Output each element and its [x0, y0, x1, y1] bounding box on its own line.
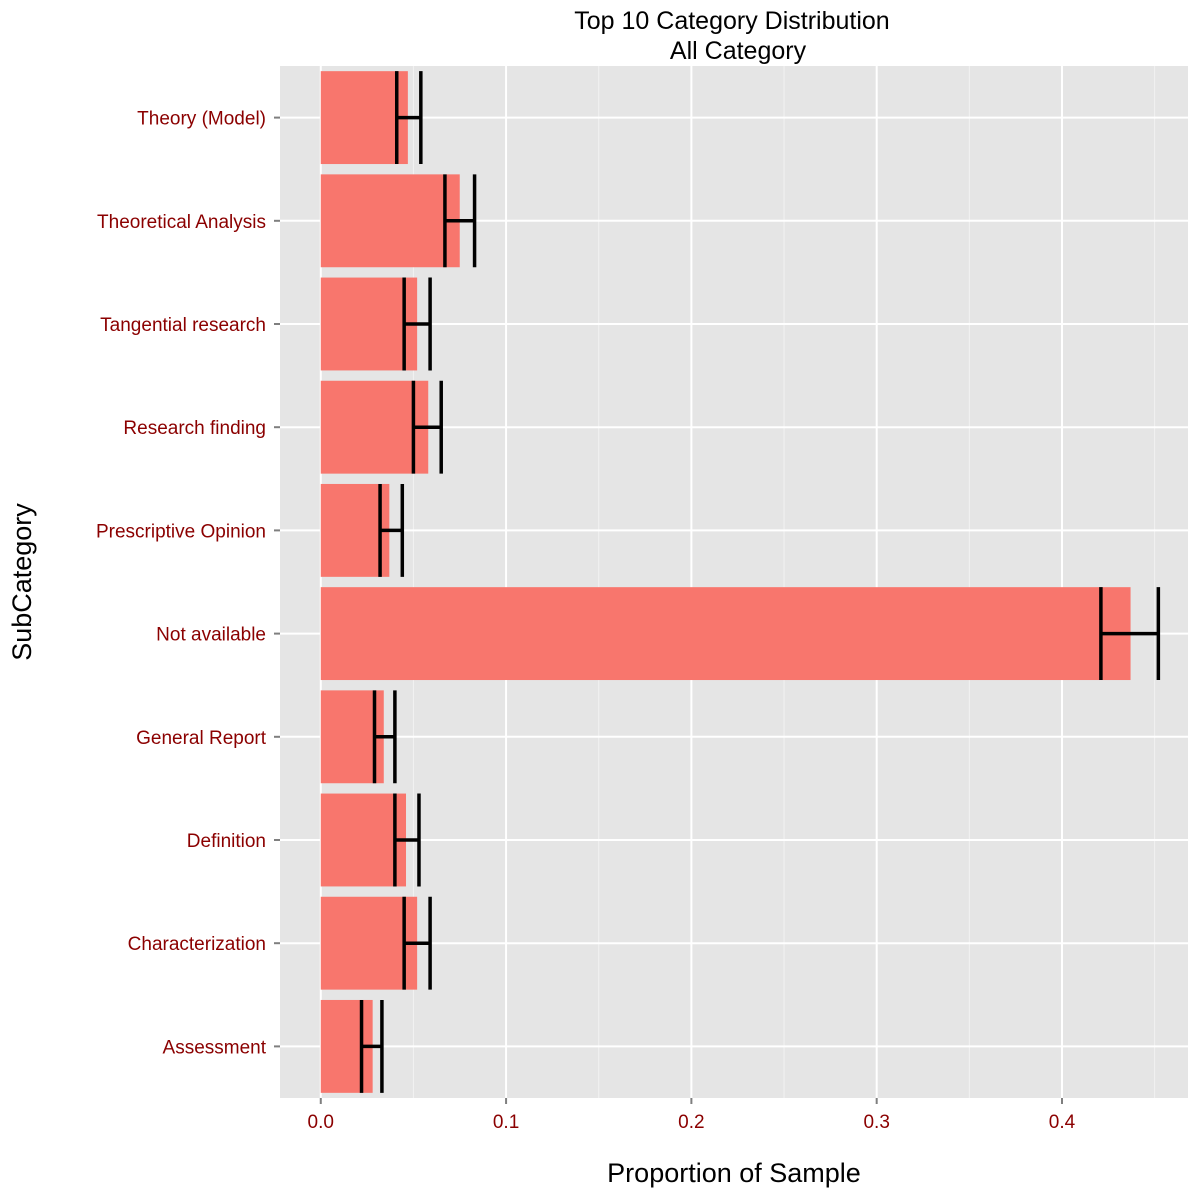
error-bar — [372, 690, 397, 784]
error-bar — [1099, 587, 1161, 681]
chart-title: Top 10 Category Distribution — [574, 7, 889, 35]
y-tick-label: Assessment — [163, 1037, 267, 1058]
error-bar — [378, 483, 405, 577]
bar — [320, 71, 408, 165]
error-bar — [393, 793, 421, 887]
y-tick-label: Prescriptive Opinion — [96, 521, 266, 542]
y-tick-label: Characterization — [128, 934, 266, 955]
y-tick-label: Definition — [187, 831, 266, 852]
error-bar — [443, 174, 477, 268]
y-tick-label: General Report — [136, 728, 267, 749]
x-tick-label: 0.2 — [678, 1112, 704, 1133]
chart-subtitle: All Category — [670, 37, 807, 65]
grid-lines — [280, 66, 1188, 1098]
bar — [320, 896, 418, 990]
bar — [320, 277, 418, 371]
bar — [320, 793, 407, 887]
x-tick-label: 0.4 — [1049, 1112, 1076, 1133]
y-axis: Theory (Model) Theoretical Analysis Tangen… — [96, 109, 280, 1058]
error-bar — [359, 999, 384, 1093]
error-bar — [402, 896, 432, 990]
y-axis-title: SubCategory — [7, 503, 37, 661]
x-axis-title: Proportion of Sample — [607, 1158, 861, 1188]
bar — [320, 483, 390, 577]
y-tick-label: Theoretical Analysis — [97, 212, 266, 233]
x-tick-label: 0.1 — [493, 1112, 519, 1133]
x-tick-label: 0.0 — [308, 1112, 334, 1133]
bar — [320, 174, 460, 268]
y-tick-label: Theory (Model) — [137, 109, 266, 130]
error-bar — [411, 380, 443, 474]
bar — [320, 380, 429, 474]
y-tick-label: Not available — [156, 625, 266, 646]
x-tick-label: 0.3 — [863, 1112, 889, 1133]
y-tick-label: Tangential research — [100, 315, 266, 336]
bars — [320, 71, 1131, 1093]
error-bar — [394, 71, 423, 165]
x-axis: 0.0 0.1 0.2 0.3 0.4 — [308, 1098, 1076, 1133]
error-bar — [402, 277, 432, 371]
bar — [320, 587, 1131, 681]
y-tick-label: Research finding — [123, 418, 266, 439]
error-bars — [359, 71, 1161, 1093]
